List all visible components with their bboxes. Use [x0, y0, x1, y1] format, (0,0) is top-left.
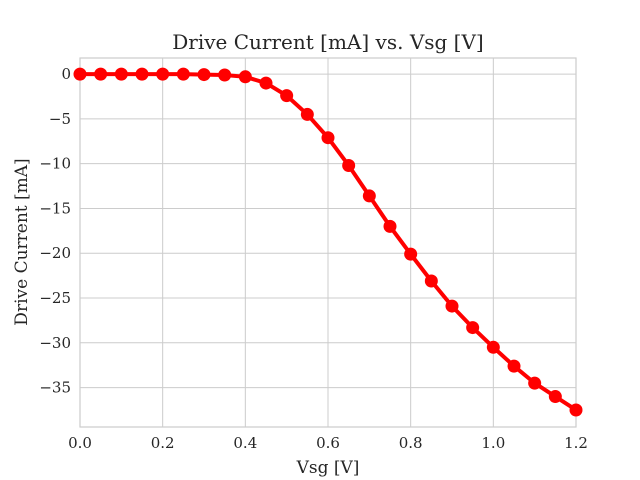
plot-frame: [79, 57, 577, 428]
x-tick-label: 0.4: [233, 434, 257, 452]
x-tick-label: 1.0: [481, 434, 505, 452]
data-point: [156, 67, 170, 81]
y-tick-label: −30: [39, 334, 71, 352]
data-point: [259, 76, 273, 90]
x-tick-label: 0.6: [316, 434, 340, 452]
data-point: [569, 403, 583, 417]
data-point: [486, 340, 500, 354]
y-tick-label: −10: [39, 155, 71, 173]
y-tick-label: −25: [39, 289, 71, 307]
data-point: [466, 321, 480, 335]
data-point: [383, 219, 397, 233]
data-point: [548, 390, 562, 404]
data-point: [445, 299, 459, 313]
data-point: [197, 68, 211, 82]
x-axis-label: Vsg [V]: [296, 458, 360, 478]
data-point: [362, 189, 376, 203]
data-point: [300, 107, 314, 121]
y-tick-label: −20: [39, 244, 71, 262]
y-tick-label: −5: [49, 110, 71, 128]
y-tick-label: −15: [39, 199, 71, 217]
data-point: [321, 131, 335, 145]
x-tick-label: 0.0: [68, 434, 92, 452]
y-tick-labels: 0 −5 −10 −15 −20 −25 −30 −35: [39, 65, 71, 396]
data-point: [342, 158, 356, 172]
y-tick-label: −35: [39, 379, 71, 397]
x-tick-label: 0.2: [151, 434, 175, 452]
series: [73, 67, 583, 417]
x-tick-label: 0.8: [399, 434, 423, 452]
data-point: [507, 359, 521, 373]
y-tick-label: 0: [61, 65, 71, 83]
data-point: [218, 68, 232, 82]
x-tick-label: 1.2: [564, 434, 588, 452]
chart-title: Drive Current [mA] vs. Vsg [V]: [172, 30, 483, 54]
data-point: [280, 89, 294, 103]
data-point: [176, 67, 190, 81]
data-point: [528, 376, 542, 390]
x-tick-labels: 0.0 0.2 0.4 0.6 0.8 1.0 1.2: [68, 434, 588, 452]
data-point: [404, 247, 418, 261]
y-axis-label: Drive Current [mA]: [12, 158, 32, 325]
data-point: [238, 70, 252, 84]
grid: [79, 58, 577, 427]
data-point: [135, 67, 149, 81]
data-point: [424, 274, 438, 288]
data-point: [114, 67, 128, 81]
data-point: [94, 67, 108, 81]
data-point: [73, 67, 87, 81]
